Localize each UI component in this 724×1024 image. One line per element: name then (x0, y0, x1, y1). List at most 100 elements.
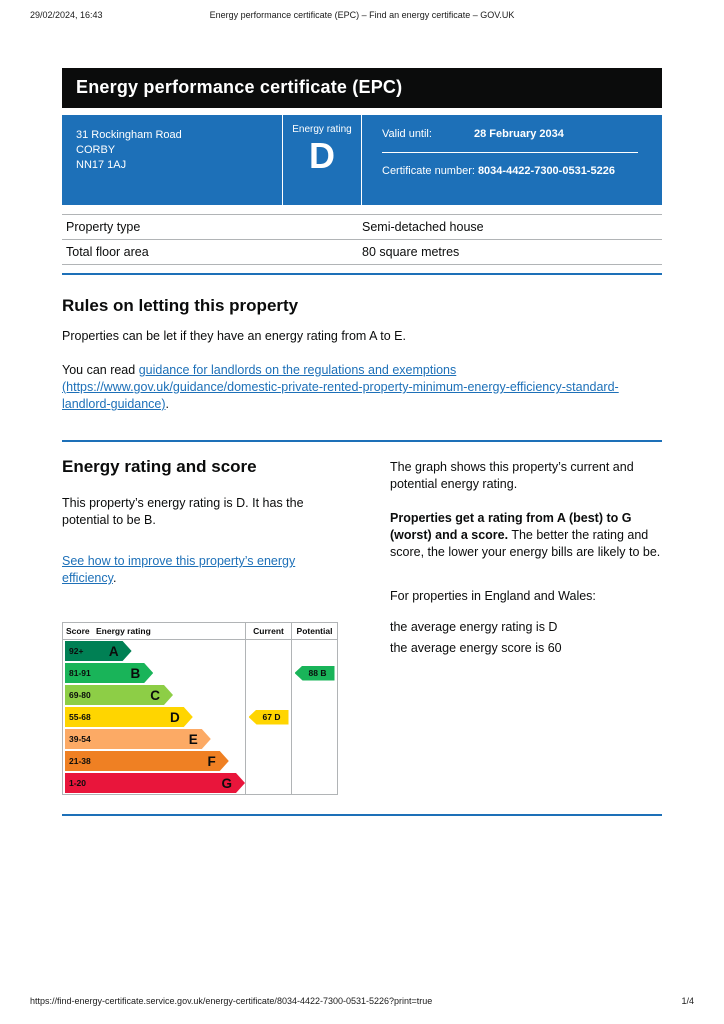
rating-band-b: 81-91 B (65, 663, 153, 683)
band-score-range-d: 55-68 (69, 712, 91, 722)
section-divider (62, 814, 662, 816)
band-area-g: 1-20 G (63, 772, 245, 794)
property-summary-box: 31 Rockingham Road CORBY NN17 1AJ Energy… (62, 115, 662, 205)
chart-bands: 92+ A 81-91 B 88 B 69-80 C 55-68 D 67 D 39-54 E 21-3… (63, 640, 337, 794)
chart-band-row-f: 21-38 F (63, 750, 337, 772)
property-details-table: Property type Semi-detached house Total … (62, 214, 662, 265)
band-score-range-e: 39-54 (69, 734, 91, 744)
band-letter-g: G (221, 775, 232, 791)
table-row-floor-area: Total floor area 80 square metres (62, 240, 662, 265)
page-title: Energy performance certificate (EPC) (76, 77, 403, 97)
rating-intro-paragraph: This property’s energy rating is D. It h… (62, 496, 304, 527)
current-cell-c (245, 684, 291, 706)
potential-cell-f (291, 750, 337, 772)
band-score-range-c: 69-80 (69, 690, 91, 700)
average-values: the average energy rating is D the avera… (390, 619, 662, 657)
chart-header-row: Score Energy rating Current Potential (63, 623, 337, 640)
guidance-paragraph: You can read guidance for landlords on t… (62, 362, 662, 413)
certificate-number-label: Certificate number: (382, 165, 475, 177)
potential-cell-g (291, 772, 337, 794)
chart-band-row-a: 92+ A (63, 640, 337, 662)
band-letter-b: B (130, 665, 141, 681)
valid-until-date: 28 February 2034 (474, 128, 564, 140)
rating-explanation-rest: The better the rating and score, the low… (390, 528, 661, 559)
property-address: 31 Rockingham Road CORBY NN17 1AJ (62, 115, 282, 205)
print-page-title: Energy performance certificate (EPC) – F… (209, 10, 515, 20)
chart-column-current: Current (245, 623, 291, 639)
letting-rules-section: Rules on letting this property Propertie… (62, 296, 662, 413)
rating-explanation-column: The graph shows this property’s current … (390, 457, 662, 795)
current-cell-a (245, 640, 291, 662)
band-area-a: 92+ A (63, 640, 245, 662)
potential-cell-c (291, 684, 337, 706)
average-rating-line: the average energy rating is D (390, 620, 558, 634)
rating-band-f: 21-38 F (65, 751, 229, 771)
energy-rating-label: Energy rating (292, 124, 352, 135)
potential-cell-a (291, 640, 337, 662)
rating-band-e: 39-54 E (65, 729, 211, 749)
energy-rating-cell: Energy rating D (282, 115, 362, 205)
band-area-f: 21-38 F (63, 750, 245, 772)
chart-band-row-e: 39-54 E (63, 728, 337, 750)
rating-band-d: 55-68 D (65, 707, 193, 727)
band-letter-f: F (207, 753, 216, 769)
energy-rating-value: D (309, 135, 335, 176)
rating-explanation-bold: Properties get a rating from A (best) to… (390, 511, 632, 542)
potential-cell-d (291, 706, 337, 728)
chart-column-energy-rating: Energy rating (96, 626, 151, 636)
potential-cell-b: 88 B (291, 662, 337, 684)
floor-area-value: 80 square metres (362, 245, 460, 259)
page-indicator: 1/4 (681, 996, 694, 1006)
current-cell-g (245, 772, 291, 794)
chart-band-row-c: 69-80 C (63, 684, 337, 706)
band-area-c: 69-80 C (63, 684, 245, 706)
graph-caption: The graph shows this property’s current … (390, 460, 634, 491)
property-type-label: Property type (66, 220, 141, 234)
potential-cell-e (291, 728, 337, 750)
band-score-range-f: 21-38 (69, 756, 91, 766)
validity-divider-line (382, 152, 638, 153)
certificate-content: Energy performance certificate (EPC) 31 … (62, 68, 662, 816)
potential-rating-marker: 88 B (294, 665, 335, 681)
band-letter-e: E (188, 731, 198, 747)
valid-until-label: Valid until: (382, 128, 432, 140)
average-score-line: the average energy score is 60 (390, 641, 562, 655)
print-datetime: 29/02/2024, 16:43 (30, 10, 109, 20)
current-cell-d: 67 D (245, 706, 291, 728)
current-cell-b (245, 662, 291, 684)
improve-paragraph: See how to improve this property’s energ… (62, 553, 352, 587)
certificate-validity-cell: Valid until: 28 February 2034 Certificat… (362, 115, 662, 205)
landlord-guidance-link[interactable]: guidance for landlords on the regulation… (62, 363, 619, 411)
band-score-range-a: 92+ (69, 646, 84, 656)
chart-header-left: Score Energy rating (63, 623, 245, 639)
letting-rules-heading: Rules on letting this property (62, 296, 299, 315)
band-letter-a: A (108, 643, 119, 659)
certificate-number-value: 8034-4422-7300-0531-5226 (477, 165, 615, 177)
chart-band-row-b: 81-91 B 88 B (63, 662, 337, 684)
band-area-e: 39-54 E (63, 728, 245, 750)
table-row-property-type: Property type Semi-detached house (62, 214, 662, 240)
letting-rules-paragraph: Properties can be let if they have an en… (62, 329, 406, 343)
energy-rating-section: Energy rating and score This property’s … (62, 457, 662, 795)
improve-suffix: . (112, 571, 117, 585)
improve-efficiency-link[interactable]: See how to improve this property’s energ… (62, 554, 296, 585)
section-divider (62, 440, 662, 442)
averages-intro: For properties in England and Wales: (390, 589, 596, 603)
chart-column-score: Score (66, 626, 90, 636)
address-line-1: 31 Rockingham Road (76, 129, 182, 141)
browser-print-header: 29/02/2024, 16:43 Energy performance cer… (30, 10, 694, 22)
property-type-value: Semi-detached house (362, 220, 484, 234)
rating-section-heading: Energy rating and score (62, 457, 257, 476)
rating-score-column: Energy rating and score This property’s … (62, 457, 352, 795)
guidance-text-prefix: You can read (62, 363, 139, 377)
chart-band-row-d: 55-68 D 67 D (63, 706, 337, 728)
rating-band-g: 1-20 G (65, 773, 245, 793)
rating-explanation: Properties get a rating from A (best) to… (390, 510, 662, 561)
band-letter-d: D (170, 709, 180, 725)
energy-rating-chart: Score Energy rating Current Potential 92… (62, 622, 338, 795)
valid-until-row: Valid until: 28 February 2034 (382, 128, 638, 141)
band-score-range-b: 81-91 (69, 668, 91, 678)
page-title-banner: Energy performance certificate (EPC) (62, 68, 662, 108)
rating-band-c: 69-80 C (65, 685, 173, 705)
chart-column-potential: Potential (291, 623, 337, 639)
